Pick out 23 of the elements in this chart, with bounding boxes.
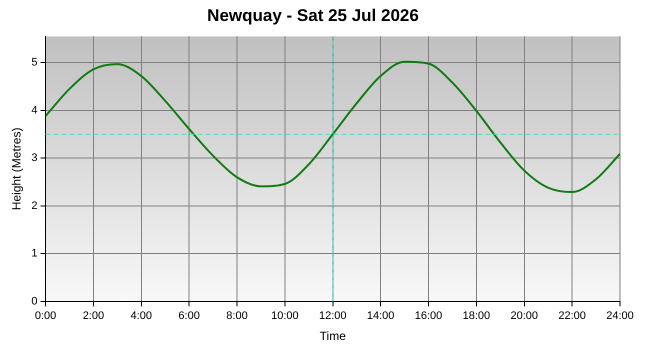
x-tick-label: 16:00: [414, 310, 442, 322]
y-tick-label: 4: [31, 104, 38, 116]
x-tick-label: 12:00: [318, 310, 347, 322]
y-tick-label: 3: [31, 152, 38, 164]
x-tick-label: 24:00: [606, 310, 634, 322]
y-tick-label: 5: [31, 56, 38, 69]
y-tick-label: 0: [31, 295, 38, 308]
x-tick-label: 6:00: [178, 310, 200, 322]
y-axis-title: Height (Metres): [10, 128, 24, 210]
x-tick-label: 14:00: [366, 310, 394, 322]
chart-title: Newquay - Sat 25 Jul 2026: [207, 6, 419, 25]
x-tick-label: 10:00: [271, 310, 299, 322]
x-tick-label: 4:00: [130, 310, 152, 322]
x-tick-label: 20:00: [510, 310, 538, 322]
x-tick-label: 0:00: [34, 310, 56, 322]
x-axis-title: Time: [320, 329, 346, 344]
x-tick-label: 22:00: [558, 310, 586, 322]
y-tick-label: 2: [31, 200, 38, 212]
x-tick-label: 8:00: [226, 310, 248, 322]
y-tick-label: 1: [31, 248, 38, 260]
x-tick-label: 18:00: [462, 310, 490, 322]
line-series: [46, 60, 620, 194]
x-tick-label: 2:00: [82, 310, 104, 322]
